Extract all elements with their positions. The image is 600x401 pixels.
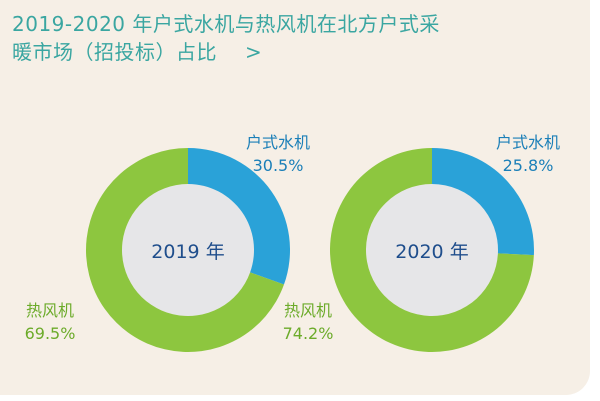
donut-2020: 2020 年 户式水机 25.8% 热风机 74.2% [283, 133, 560, 352]
donut-center-2019 [122, 184, 254, 316]
label-hot-air-pct-2020: 74.2% [283, 324, 334, 343]
center-label-2020: 2020 年 [395, 241, 468, 263]
donut-center-2020 [366, 184, 498, 316]
slice-water-unit-2020 [432, 148, 534, 256]
donut-2019: 2019 年 户式水机 30.5% 热风机 69.5% [25, 133, 310, 352]
title-line-1: 2019-2020 年户式水机与热风机在北方户式采 [12, 12, 440, 36]
slice-hot-air-2020 [330, 148, 534, 352]
slice-water-unit-2019 [188, 148, 290, 285]
title-line-2-text: 暖市场（招投标）占比 [12, 40, 217, 64]
label-hot-air-2019: 热风机 [26, 301, 74, 320]
center-label-2019: 2019 年 [151, 241, 224, 263]
label-water-unit-pct-2019: 30.5% [253, 156, 304, 175]
title-line-2: 暖市场（招投标）占比 > [12, 38, 572, 66]
chart-title: 2019-2020 年户式水机与热风机在北方户式采 暖市场（招投标）占比 > [12, 10, 572, 66]
chevron-right-icon[interactable]: > [245, 40, 263, 64]
label-water-unit-2019: 户式水机 [246, 133, 310, 152]
label-hot-air-pct-2019: 69.5% [25, 324, 76, 343]
label-water-unit-pct-2020: 25.8% [503, 156, 554, 175]
label-water-unit-2020: 户式水机 [496, 133, 560, 152]
slice-hot-air-2019 [86, 148, 284, 352]
label-hot-air-2020: 热风机 [284, 301, 332, 320]
